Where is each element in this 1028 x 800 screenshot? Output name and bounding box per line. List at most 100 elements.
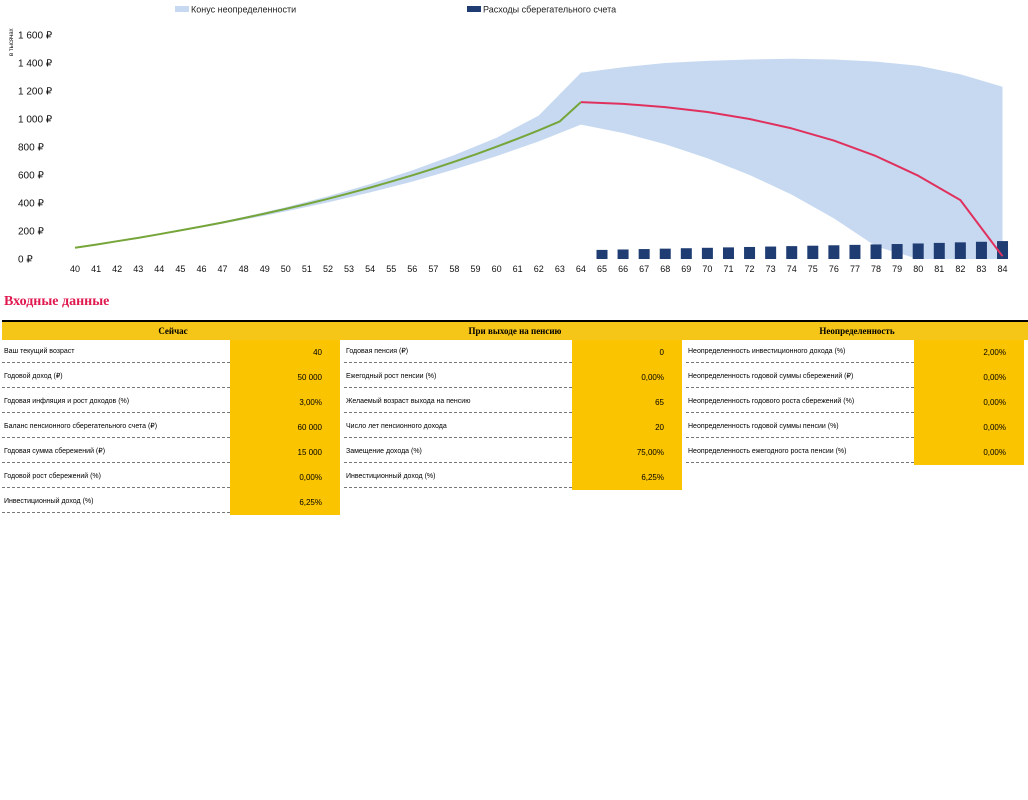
x-tick-label: 41 <box>91 264 101 274</box>
expense-bars <box>596 241 1009 259</box>
input-label: Годовой рост сбережений (%) <box>2 465 230 488</box>
input-row: Годовой доход (₽) 50 000 <box>2 365 344 390</box>
expense-bar <box>722 247 734 259</box>
x-tick-label: 40 <box>70 264 80 274</box>
input-value[interactable]: 2,00% <box>914 340 1024 365</box>
y-tick-label: 1 200 ₽ <box>18 87 53 98</box>
y-axis-ticks: 0 ₽ 200 ₽ 400 ₽ 600 ₽ 800 ₽ 1 000 ₽ 1 200 ₽ 1 4… <box>18 31 53 266</box>
x-tick-label: 61 <box>513 264 523 274</box>
input-row: Годовой рост сбережений (%) 0,00% <box>2 465 344 490</box>
expense-bar <box>975 241 987 259</box>
input-value[interactable]: 6,25% <box>572 465 682 490</box>
y-tick-label: 1 000 ₽ <box>18 115 53 126</box>
x-tick-label: 58 <box>449 264 459 274</box>
x-tick-label: 55 <box>386 264 396 274</box>
input-column: Сейчас Ваш текущий возраст 40 Годовой доход… <box>2 320 344 515</box>
x-tick-label: 63 <box>555 264 565 274</box>
input-value[interactable]: 0,00% <box>572 365 682 390</box>
input-value[interactable]: 75,00% <box>572 440 682 465</box>
input-value[interactable]: 0,00% <box>914 415 1024 440</box>
x-tick-label: 59 <box>471 264 481 274</box>
x-tick-label: 71 <box>723 264 733 274</box>
input-label: Ваш текущий возраст <box>2 340 230 363</box>
column-header: При выходе на пенсию <box>344 320 686 340</box>
y-tick-label: 400 ₽ <box>18 199 44 210</box>
input-label: Годовой доход (₽) <box>2 365 230 388</box>
input-value[interactable]: 40 <box>230 340 340 365</box>
x-tick-label: 54 <box>365 264 375 274</box>
expense-bar <box>765 246 777 259</box>
input-label: Неопределенность ежегодного роста пенсии… <box>686 440 914 463</box>
x-tick-label: 73 <box>766 264 776 274</box>
input-value[interactable]: 50 000 <box>230 365 340 390</box>
input-row: Неопределенность годового роста сбережен… <box>686 390 1028 415</box>
x-tick-label: 46 <box>196 264 206 274</box>
input-label: Замещение дохода (%) <box>344 440 572 463</box>
x-tick-label: 67 <box>639 264 649 274</box>
x-tick-label: 65 <box>597 264 607 274</box>
input-row: Инвестиционный доход (%) 6,25% <box>344 465 686 490</box>
expense-bar <box>638 249 650 259</box>
input-value[interactable]: 3,00% <box>230 390 340 415</box>
input-label: Число лет пенсионного дохода <box>344 415 572 438</box>
x-tick-label: 69 <box>681 264 691 274</box>
x-tick-label: 47 <box>218 264 228 274</box>
expense-bar <box>849 244 861 259</box>
input-value[interactable]: 65 <box>572 390 682 415</box>
expense-bar <box>744 246 756 259</box>
expense-bar <box>997 241 1009 259</box>
savings-line <box>74 101 582 249</box>
x-tick-label: 74 <box>787 264 797 274</box>
x-tick-label: 78 <box>871 264 881 274</box>
x-tick-label: 48 <box>239 264 249 274</box>
input-value[interactable]: 20 <box>572 415 682 440</box>
input-row: Баланс пенсионного сберегательного счета… <box>2 415 344 440</box>
input-label: Неопределенность инвестиционного дохода … <box>686 340 914 363</box>
input-value[interactable]: 60 000 <box>230 415 340 440</box>
expense-bar <box>933 242 945 259</box>
input-row: Ежегодный рост пенсии (%) 0,00% <box>344 365 686 390</box>
input-value[interactable]: 6,25% <box>230 490 340 515</box>
input-row: Неопределенность годовой суммы сбережени… <box>686 365 1028 390</box>
legend-swatch <box>175 6 189 12</box>
input-row: Замещение дохода (%) 75,00% <box>344 440 686 465</box>
x-tick-label: 50 <box>281 264 291 274</box>
x-tick-label: 44 <box>154 264 164 274</box>
x-tick-label: 42 <box>112 264 122 274</box>
x-tick-label: 83 <box>976 264 986 274</box>
y-tick-label: 0 ₽ <box>18 255 33 266</box>
input-column: При выходе на пенсию Годовая пенсия (₽) 0 Е… <box>344 320 686 515</box>
input-column: Неопределенность Неопределенность инвести… <box>686 320 1028 515</box>
input-label: Неопределенность годовой суммы пенсии (%… <box>686 415 914 438</box>
expense-bar <box>891 244 903 259</box>
input-value[interactable]: 0,00% <box>230 465 340 490</box>
legend-label: Конус неопределенности <box>191 5 296 15</box>
withdrawal-line <box>580 101 1004 257</box>
input-label: Годовая пенсия (₽) <box>344 340 572 363</box>
column-header: Неопределенность <box>686 320 1028 340</box>
x-tick-label: 45 <box>175 264 185 274</box>
input-label: Ежегодный рост пенсии (%) <box>344 365 572 388</box>
y-tick-label: 1 600 ₽ <box>18 31 53 42</box>
input-value[interactable]: 0 <box>572 340 682 365</box>
input-row: Число лет пенсионного дохода 20 <box>344 415 686 440</box>
expense-bar <box>786 246 798 259</box>
chart-legend: Конус неопределенности Расходы сберегател… <box>175 5 616 15</box>
input-value[interactable]: 15 000 <box>230 440 340 465</box>
expense-bar <box>870 244 882 259</box>
input-row: Неопределенность инвестиционного дохода … <box>686 340 1028 365</box>
input-label: Годовая сумма сбережений (₽) <box>2 440 230 463</box>
column-header: Сейчас <box>2 320 344 340</box>
expense-bar <box>701 247 713 259</box>
x-tick-label: 64 <box>576 264 586 274</box>
input-row: Неопределенность годовой суммы пенсии (%… <box>686 415 1028 440</box>
expense-bar <box>912 243 924 259</box>
input-value[interactable]: 0,00% <box>914 365 1024 390</box>
input-value[interactable]: 0,00% <box>914 390 1024 415</box>
balance-lines <box>74 101 1004 257</box>
expense-bar <box>617 249 629 259</box>
x-tick-label: 72 <box>745 264 755 274</box>
x-tick-label: 68 <box>660 264 670 274</box>
input-row: Инвестиционный доход (%) 6,25% <box>2 490 344 515</box>
input-value[interactable]: 0,00% <box>914 440 1024 465</box>
